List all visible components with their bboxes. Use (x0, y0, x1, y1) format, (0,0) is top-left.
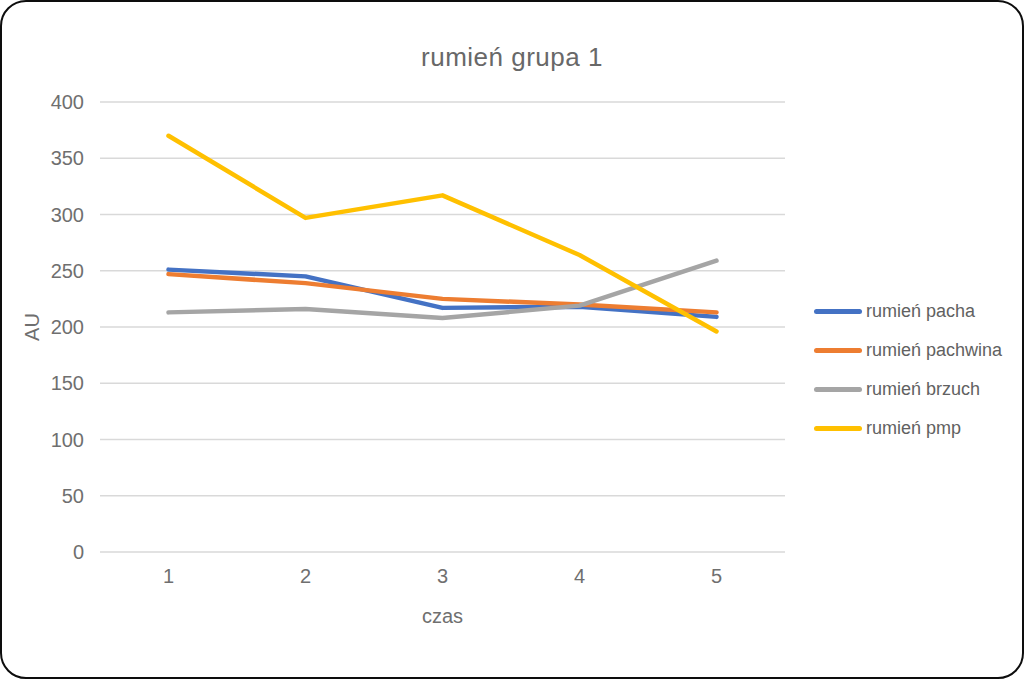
legend-label: rumień brzuch (866, 379, 980, 400)
legend-label: rumień pachwina (866, 340, 1002, 361)
legend-item: rumień brzuch (814, 370, 1002, 409)
legend-line-swatch (814, 309, 862, 314)
legend-label: rumień pacha (866, 301, 975, 322)
series-line-rumień-pmp (169, 136, 717, 332)
legend-label: rumień pmp (866, 418, 961, 439)
legend-line-swatch (814, 387, 862, 392)
legend-item: rumień pmp (814, 409, 1002, 448)
x-tick-label: 5 (697, 565, 737, 588)
legend-line-swatch (814, 426, 862, 431)
x-tick-label: 3 (423, 565, 463, 588)
chart-frame: rumień grupa 1 050100150200250300350400 … (0, 0, 1024, 679)
x-tick-label: 4 (560, 565, 600, 588)
x-axis-tick-labels: 1 2 3 4 5 (2, 565, 1024, 589)
y-axis-title: AU (20, 299, 44, 355)
legend-line-swatch (814, 348, 862, 353)
legend: rumień pacha rumień pachwina rumień brzuch… (814, 292, 1002, 448)
x-axis-title: czas (100, 605, 785, 628)
legend-item: rumień pacha (814, 292, 1002, 331)
x-tick-label: 1 (149, 565, 189, 588)
x-tick-label: 2 (286, 565, 326, 588)
legend-item: rumień pachwina (814, 331, 1002, 370)
